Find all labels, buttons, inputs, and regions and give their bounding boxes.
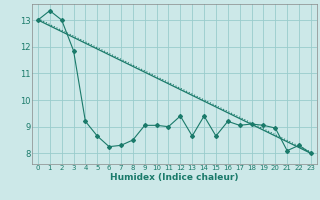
X-axis label: Humidex (Indice chaleur): Humidex (Indice chaleur) [110,173,239,182]
